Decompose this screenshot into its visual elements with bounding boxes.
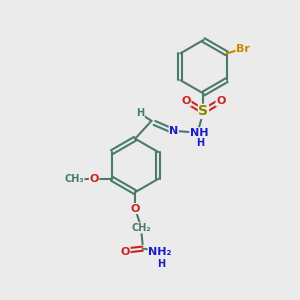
- Text: CH₂: CH₂: [131, 223, 151, 233]
- Text: H: H: [157, 259, 165, 269]
- Text: N: N: [169, 126, 178, 136]
- Text: O: O: [89, 174, 99, 184]
- Text: H: H: [196, 138, 205, 148]
- Text: H: H: [136, 108, 144, 118]
- Text: Br: Br: [236, 44, 250, 54]
- Text: O: O: [130, 204, 140, 214]
- Text: CH₃: CH₃: [64, 174, 84, 184]
- Text: O: O: [216, 96, 225, 106]
- Text: O: O: [182, 96, 191, 106]
- Text: NH: NH: [190, 128, 208, 138]
- Text: S: S: [199, 104, 208, 118]
- Text: O: O: [121, 247, 130, 257]
- Text: NH₂: NH₂: [148, 247, 172, 257]
